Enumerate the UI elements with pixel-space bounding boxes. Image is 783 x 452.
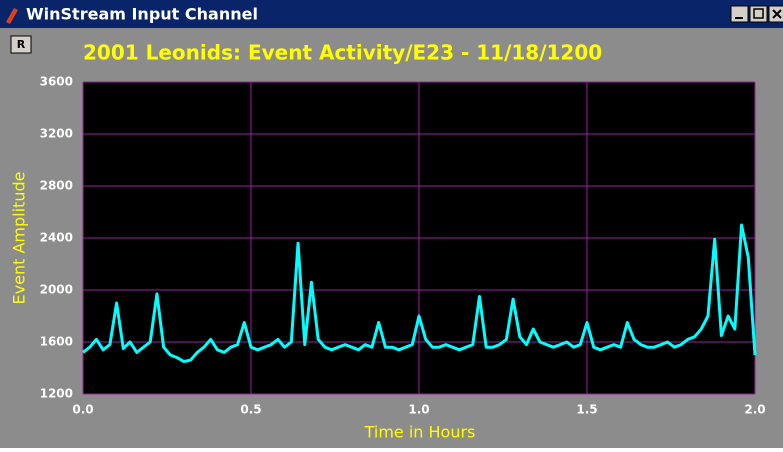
y-axis-label: Event Amplitude bbox=[10, 172, 29, 305]
y-tick-label: 2400 bbox=[40, 231, 73, 245]
y-tick-label: 3600 bbox=[40, 75, 73, 89]
print-button[interactable]: R bbox=[10, 35, 32, 54]
close-button[interactable] bbox=[768, 5, 783, 23]
data-line bbox=[82, 223, 757, 363]
minimize-button[interactable] bbox=[730, 5, 749, 23]
x-tick-label: 1.5 bbox=[576, 403, 597, 417]
x-tick-label: 2.0 bbox=[744, 403, 765, 417]
window-title: WinStream Input Channel bbox=[26, 5, 258, 24]
chart-title: 2001 Leonids: Event Activity/E23 - 11/18… bbox=[83, 41, 602, 65]
y-tick-label: 2800 bbox=[40, 179, 73, 193]
x-tick-label: 0.5 bbox=[240, 403, 261, 417]
x-tick-label: 1.0 bbox=[408, 403, 429, 417]
title-bar bbox=[0, 0, 783, 28]
y-tick-label: 2000 bbox=[40, 283, 73, 297]
x-axis-label: Time in Hours bbox=[364, 423, 476, 442]
y-tick-label: 1600 bbox=[40, 335, 73, 349]
print-button-label: R bbox=[17, 38, 26, 51]
y-tick-label: 1200 bbox=[40, 387, 73, 401]
y-tick-label: 3200 bbox=[40, 127, 73, 141]
maximize-button[interactable] bbox=[749, 5, 768, 23]
x-tick-label: 0.0 bbox=[72, 403, 93, 417]
app-icon bbox=[6, 8, 18, 24]
